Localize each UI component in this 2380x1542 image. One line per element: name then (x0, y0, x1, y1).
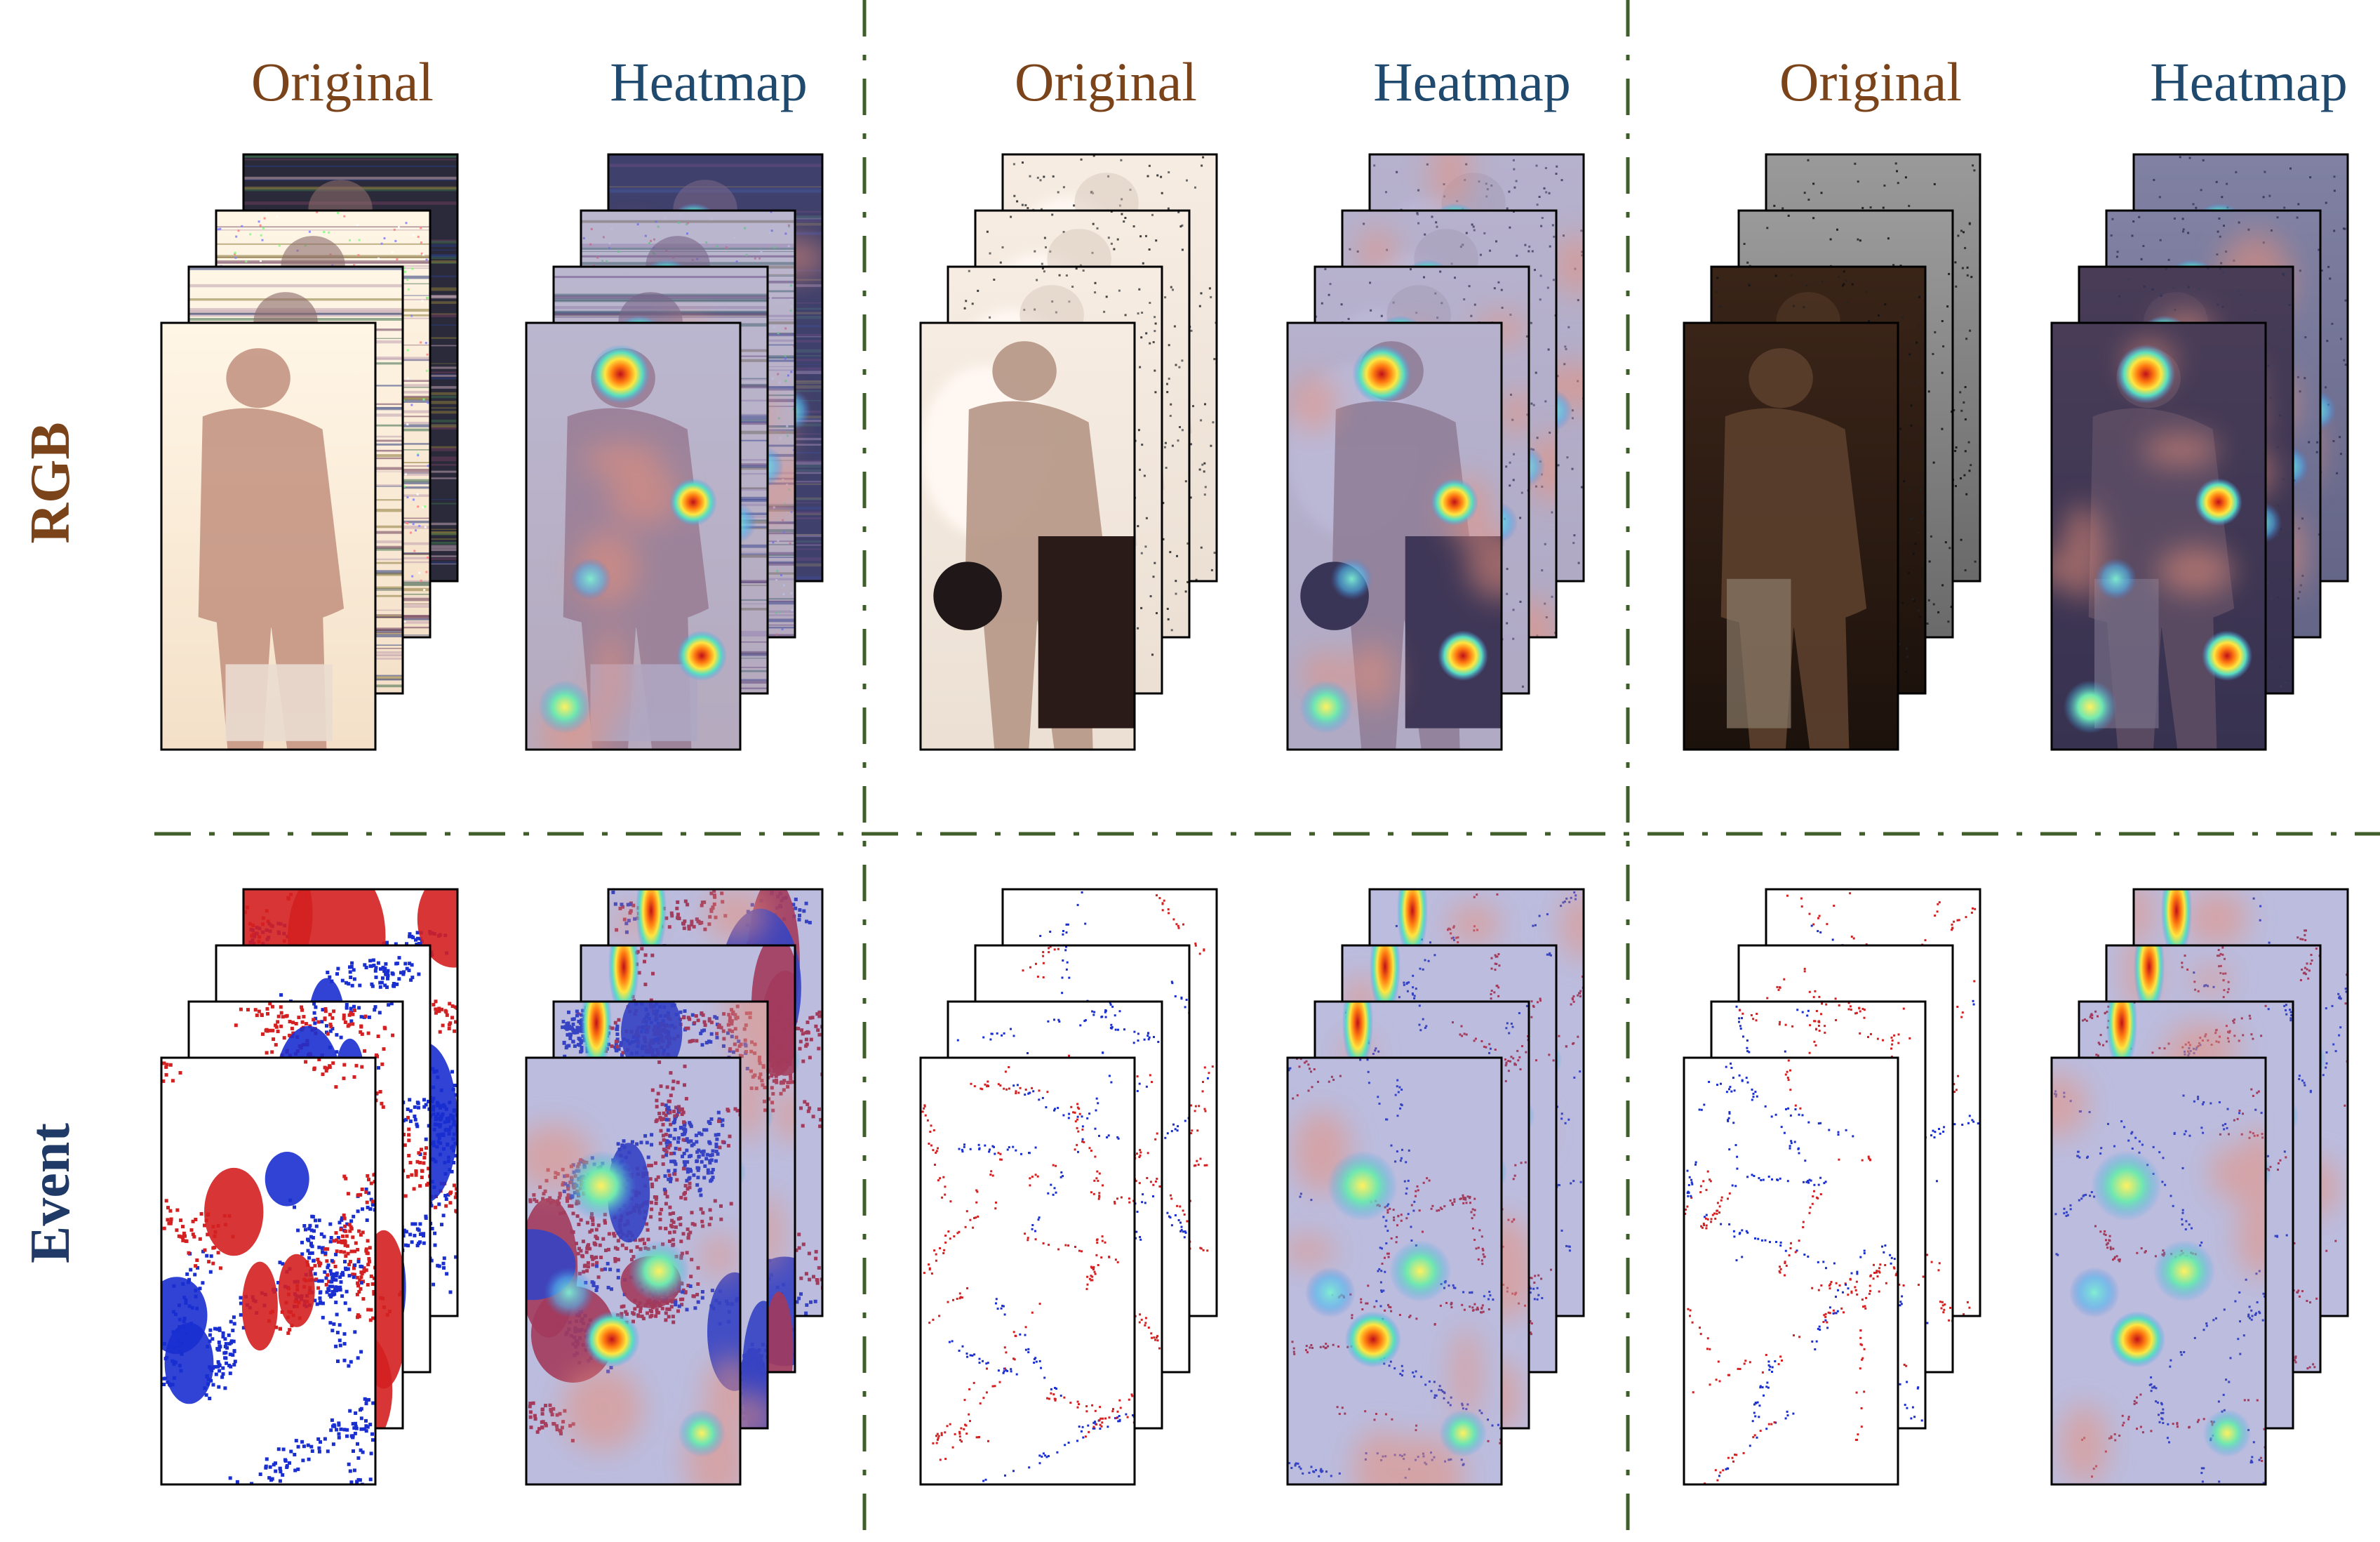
stack-event-heatmap-sample-1 (525, 888, 824, 1486)
stack-event-original-sample-3 (1683, 888, 1981, 1486)
frame-1 (160, 1056, 377, 1486)
header-original-1: Original (251, 51, 434, 112)
frame-1 (919, 1056, 1136, 1486)
stack-event-original-sample-1 (160, 888, 459, 1486)
frame-1 (919, 321, 1136, 751)
frame-1 (525, 1056, 742, 1486)
stack-event-heatmap-sample-2 (1286, 888, 1585, 1486)
frame-1 (525, 321, 742, 751)
frame-1 (1286, 321, 1503, 751)
header-heatmap-1: Heatmap (610, 51, 808, 112)
stack-rgb-heatmap-sample-3 (2050, 153, 2349, 751)
header-heatmap-2: Heatmap (1373, 51, 1571, 112)
panels (160, 153, 2349, 1486)
header-original-2: Original (1015, 51, 1197, 112)
frame-1 (2050, 321, 2267, 751)
frame-1 (1683, 1056, 1899, 1486)
stack-rgb-heatmap-sample-1 (525, 153, 824, 751)
stack-event-original-sample-2 (919, 888, 1218, 1486)
stack-rgb-original-sample-2 (919, 153, 1218, 751)
header-original-3: Original (1779, 51, 1962, 112)
stack-rgb-original-sample-3 (1683, 153, 1981, 751)
dividers (154, 0, 2380, 1542)
stack-rgb-heatmap-sample-2 (1286, 153, 1585, 751)
frame-1 (160, 321, 377, 751)
frame-1 (1286, 1056, 1503, 1486)
frame-1 (1683, 321, 1899, 751)
header-heatmap-3: Heatmap (2150, 51, 2348, 112)
stack-rgb-original-sample-1 (160, 153, 459, 751)
frame-1 (2050, 1056, 2267, 1486)
stack-event-heatmap-sample-3 (2050, 888, 2349, 1486)
